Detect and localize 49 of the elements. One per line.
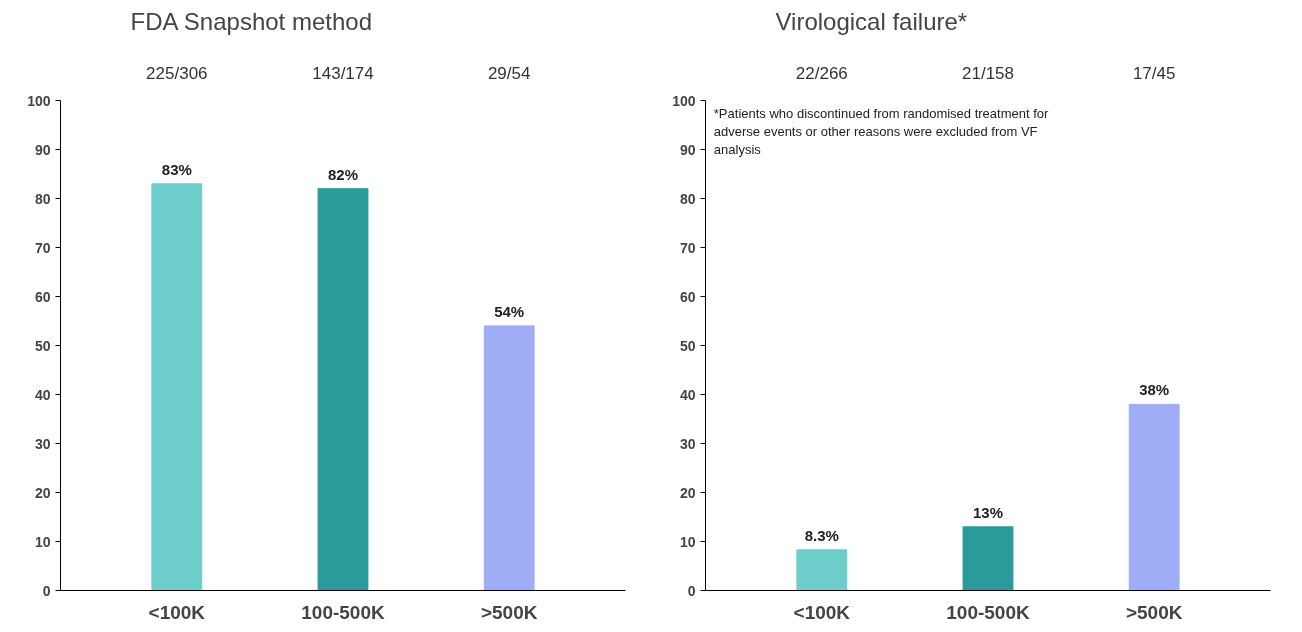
y-tick-label: 10 — [679, 533, 696, 550]
x-tick-label: <100K — [793, 601, 851, 623]
y-tick-label: 80 — [34, 190, 51, 207]
y-tick-label: 40 — [679, 386, 696, 403]
y-tick-label: 20 — [34, 484, 51, 501]
data-label: 38% — [1139, 381, 1170, 399]
y-tick-label: 90 — [34, 141, 51, 158]
x-tick-label: >500K — [480, 601, 538, 623]
bar — [151, 183, 203, 591]
y-tick-label: 50 — [34, 337, 51, 354]
chart-title: FDA Snapshot method — [130, 7, 372, 35]
bar — [483, 325, 535, 591]
text: 17/45 — [1132, 63, 1176, 83]
y-tick-label: 30 — [34, 435, 51, 452]
x-tick-label: >500K — [1125, 601, 1183, 623]
y-tick-label: 20 — [679, 484, 696, 501]
y-tick-label: 50 — [679, 337, 696, 354]
chart-title: Virological failure* — [775, 7, 968, 35]
y-tick-label: 100 — [27, 92, 51, 109]
data-label: 82% — [327, 165, 359, 183]
y-tick-label: 70 — [679, 239, 696, 256]
text: 22/266 — [795, 63, 848, 83]
bar — [796, 549, 848, 591]
annotation: *Patients who discontinued from randomised treatment for adverse events or other reasons were excluded from VF analysis — [713, 105, 1050, 157]
y-tick-label: 60 — [679, 288, 696, 305]
text: 143/174 — [312, 63, 374, 83]
y-tick-label: 30 — [679, 435, 696, 452]
data-label: 8.3% — [804, 526, 839, 544]
data-label: 13% — [972, 503, 1004, 521]
y-tick-label: 60 — [34, 288, 51, 305]
bar — [317, 188, 369, 591]
y-tick-label: 90 — [679, 141, 696, 158]
bar — [962, 526, 1014, 591]
x-tick-label: 100-500K — [946, 601, 1030, 623]
data-label: 83% — [161, 160, 192, 178]
y-tick-label: 0 — [42, 582, 51, 599]
text: 21/158 — [962, 63, 1014, 83]
data-label: 54% — [494, 302, 525, 320]
text: 225/306 — [146, 63, 208, 83]
y-tick-label: 70 — [34, 239, 51, 256]
text: 29/54 — [487, 63, 531, 83]
y-tick-label: 10 — [34, 533, 51, 550]
bar — [1128, 403, 1180, 591]
y-tick-label: 80 — [679, 190, 696, 207]
y-tick-label: 40 — [34, 386, 51, 403]
y-tick-label: 100 — [672, 92, 696, 109]
x-tick-label: <100K — [148, 601, 206, 623]
y-tick-label: 0 — [687, 582, 696, 599]
x-tick-label: 100-500K — [301, 601, 385, 623]
